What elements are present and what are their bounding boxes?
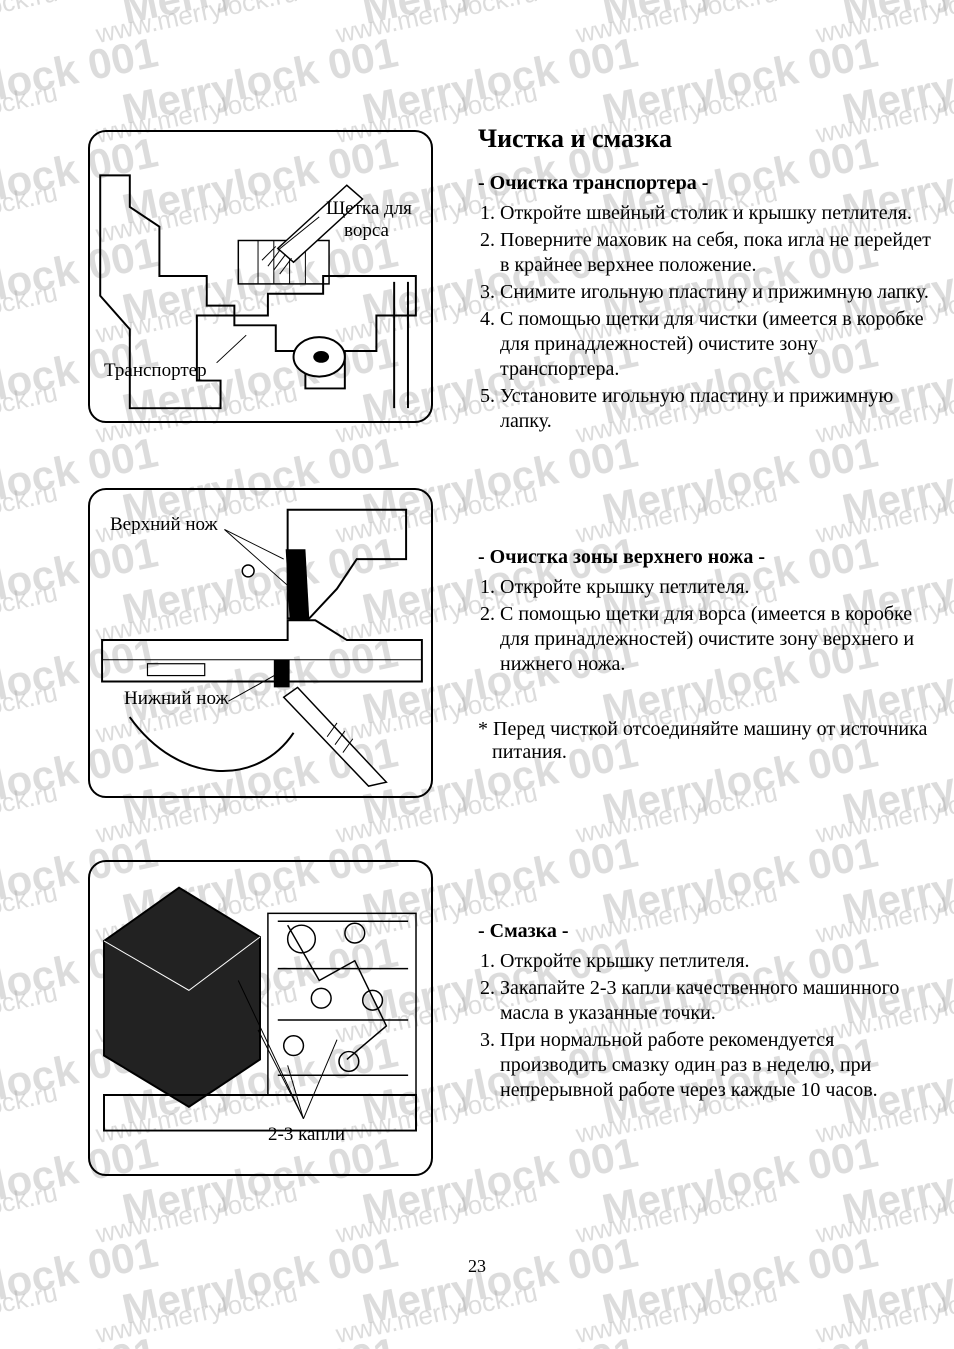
step-item: Закапайте 2-3 капли качественного машинн… (500, 976, 938, 1026)
section-note-block: * Перед чисткой отсоединяйте машину от и… (478, 718, 938, 764)
page-title: Чистка и смазка (478, 124, 938, 154)
section-upper-knife: - Очистка зоны верхнего ножа - Откройте … (478, 546, 938, 679)
step-item: Установите игольную пластину и прижимную… (500, 384, 938, 434)
step-item: При нормальной работе рекомендуется прои… (500, 1028, 938, 1103)
figure-label: Транспортер (104, 360, 207, 382)
section-heading: - Очистка зоны верхнего ножа - (478, 546, 938, 569)
step-item: Откройте швейный столик и крышку петлите… (500, 201, 938, 226)
section-steps: Откройте швейный столик и крышку петлите… (478, 201, 938, 434)
step-item: Откройте крышку петлителя. (500, 575, 938, 600)
figure-label: Щетка для (326, 198, 412, 220)
step-item: Поверните маховик на себя, пока игла не … (500, 228, 938, 278)
figure-label: Верхний нож (110, 514, 218, 536)
step-item: Откройте крышку петлителя. (500, 949, 938, 974)
title-block: Чистка и смазка (478, 124, 938, 154)
figure-label: Нижний нож (124, 688, 229, 710)
section-transport: - Очистка транспортера - Откройте швейны… (478, 172, 938, 436)
figure-lubrication-svg (90, 862, 431, 1174)
section-lubrication: - Смазка - Откройте крышку петлителя. За… (478, 920, 938, 1105)
figure-label: ворса (344, 220, 389, 242)
warning-note: * Перед чисткой отсоединяйте машину от и… (478, 718, 938, 764)
page-number: 23 (0, 1256, 954, 1277)
figure-label: 2-3 капли (268, 1124, 345, 1146)
figure-transport: Щетка для ворса Транспортер (88, 130, 433, 423)
section-steps: Откройте крышку петлителя. С помощью щет… (478, 575, 938, 677)
section-steps: Откройте крышку петлителя. Закапайте 2-3… (478, 949, 938, 1103)
step-item: С помощью щетки для ворса (имеется в кор… (500, 602, 938, 677)
figure-lubrication: 2-3 капли (88, 860, 433, 1176)
figure-knives: Верхний нож Нижний нож (88, 488, 433, 798)
section-heading: - Очистка транспортера - (478, 172, 938, 195)
step-item: С помощью щетки для чистки (имеется в ко… (500, 307, 938, 382)
step-item: Снимите игольную пластину и прижимную ла… (500, 280, 938, 305)
section-heading: - Смазка - (478, 920, 938, 943)
